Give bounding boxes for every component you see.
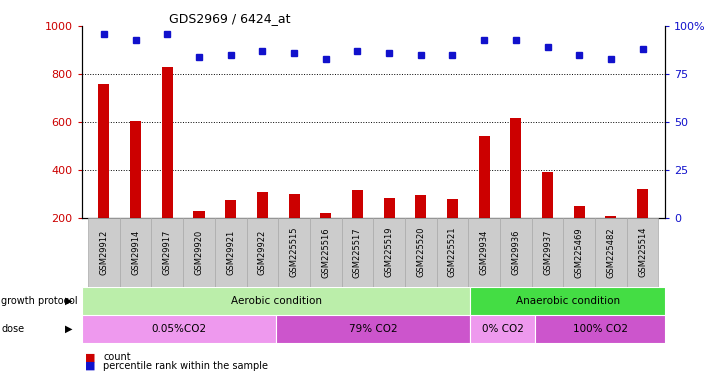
Bar [383, 198, 395, 217]
Text: GSM225469: GSM225469 [574, 227, 584, 278]
Bar [289, 194, 299, 217]
Text: GSM29917: GSM29917 [163, 230, 172, 275]
Bar [183, 217, 215, 287]
Text: 100% CO2: 100% CO2 [572, 324, 628, 334]
Bar [563, 217, 595, 287]
Bar [225, 200, 236, 217]
Text: dose: dose [1, 324, 25, 334]
Text: ▶: ▶ [65, 324, 73, 334]
Bar [247, 217, 278, 287]
Text: 79% CO2: 79% CO2 [349, 324, 397, 334]
Bar [341, 217, 373, 287]
Bar [415, 195, 427, 217]
Bar [162, 67, 173, 218]
Text: GSM29921: GSM29921 [226, 230, 235, 275]
Bar [542, 172, 553, 217]
Bar [479, 136, 490, 218]
Bar [535, 315, 665, 343]
Bar [130, 121, 141, 218]
Text: Anaerobic condition: Anaerobic condition [515, 296, 620, 306]
Text: GSM29936: GSM29936 [511, 230, 520, 275]
Text: GSM29937: GSM29937 [543, 230, 552, 275]
Text: percentile rank within the sample: percentile rank within the sample [103, 361, 268, 370]
Text: GSM225520: GSM225520 [417, 227, 425, 278]
Text: GSM225517: GSM225517 [353, 227, 362, 278]
Text: GSM225514: GSM225514 [638, 227, 647, 278]
Text: ■: ■ [85, 361, 96, 370]
Bar [98, 84, 109, 218]
Bar [278, 217, 310, 287]
Text: GSM225521: GSM225521 [448, 227, 457, 278]
Bar [276, 315, 471, 343]
Bar [437, 217, 469, 287]
Bar [151, 217, 183, 287]
Text: GSM225519: GSM225519 [385, 227, 394, 278]
Bar [471, 287, 665, 315]
Bar [193, 211, 205, 218]
Bar [119, 217, 151, 287]
Text: GSM29914: GSM29914 [131, 230, 140, 275]
Text: growth protocol: growth protocol [1, 296, 78, 306]
Bar [215, 217, 247, 287]
Text: GSM225516: GSM225516 [321, 227, 330, 278]
Bar [637, 189, 648, 217]
Text: ■: ■ [85, 352, 96, 362]
Bar [257, 192, 268, 217]
Bar [352, 190, 363, 217]
Bar [574, 206, 584, 218]
Bar [627, 217, 658, 287]
Bar [500, 217, 532, 287]
Text: GSM29912: GSM29912 [100, 230, 109, 275]
Text: GSM225515: GSM225515 [289, 227, 299, 278]
Bar [510, 118, 521, 218]
Bar [605, 216, 616, 217]
Bar [82, 315, 276, 343]
Text: count: count [103, 352, 131, 362]
Bar [595, 217, 627, 287]
Text: ▶: ▶ [65, 296, 73, 306]
Bar [88, 217, 119, 287]
Bar [447, 199, 458, 217]
Text: Aerobic condition: Aerobic condition [230, 296, 321, 306]
Bar [532, 217, 563, 287]
Bar [469, 217, 500, 287]
Text: GSM29922: GSM29922 [258, 230, 267, 275]
Bar [82, 287, 471, 315]
Text: GSM225482: GSM225482 [606, 227, 616, 278]
Bar [320, 213, 331, 217]
Bar [471, 315, 535, 343]
Text: GDS2969 / 6424_at: GDS2969 / 6424_at [169, 12, 291, 25]
Text: GSM29934: GSM29934 [480, 230, 488, 275]
Bar [405, 217, 437, 287]
Text: 0% CO2: 0% CO2 [482, 324, 524, 334]
Bar [373, 217, 405, 287]
Text: GSM29920: GSM29920 [195, 230, 203, 275]
Text: 0.05%CO2: 0.05%CO2 [151, 324, 206, 334]
Bar [310, 217, 341, 287]
